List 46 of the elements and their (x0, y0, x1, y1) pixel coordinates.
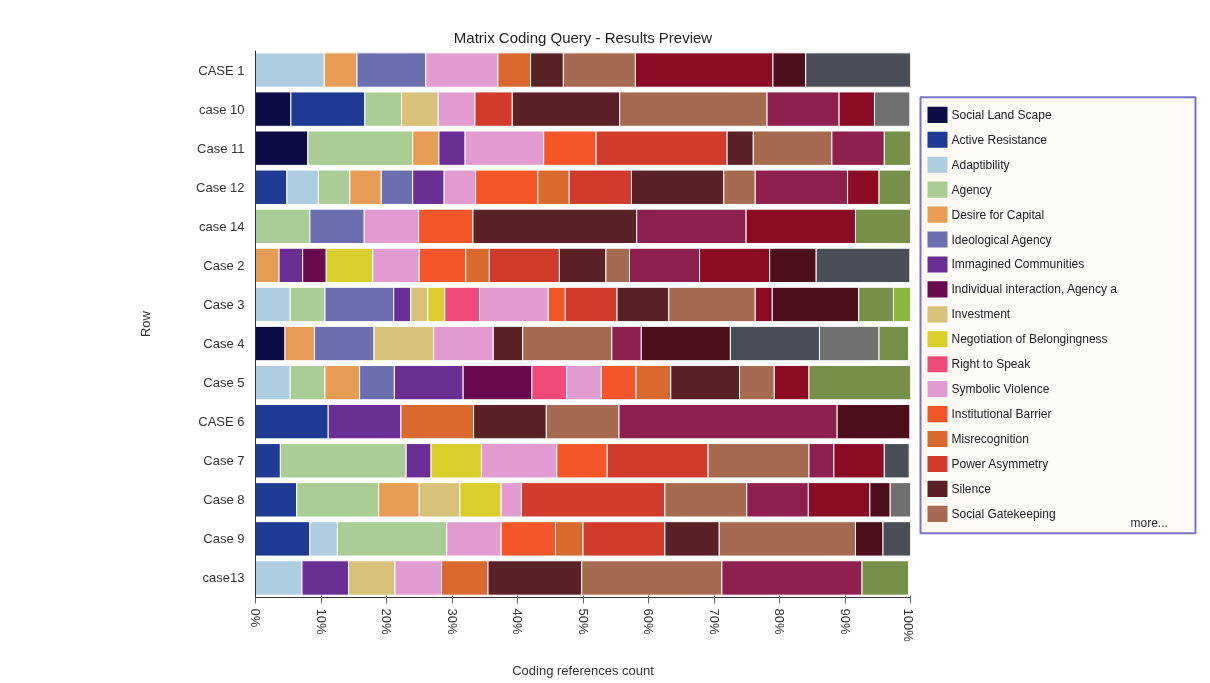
text: more... (1130, 515, 1168, 530)
legend-label: Right to Speak (951, 357, 1032, 372)
y-tick-label: Case 2 (203, 257, 245, 273)
legend-label: Symbolic Violence (951, 382, 1050, 397)
legend-label: Social Land Scape (951, 107, 1052, 122)
x-tick-label: 40% (510, 608, 525, 635)
x-axis-title: Coding references count (512, 662, 655, 678)
y-tick-label: Case 5 (203, 375, 245, 391)
legend-label: Social Gatekeeping (951, 506, 1056, 521)
legend-label: Investment (951, 307, 1011, 322)
legend-label: Negotiation of Belongingness (951, 332, 1108, 347)
y-tick-label: Case 8 (203, 492, 245, 508)
x-tick-label: 100% (900, 608, 916, 643)
legend-label: Agency (951, 182, 992, 197)
x-tick-label: 90% (837, 608, 853, 635)
x-tick-label: 70% (706, 608, 722, 635)
x-tick-label: 60% (641, 608, 656, 635)
y-tick-label: Case 11 (197, 140, 245, 156)
x-tick-label: 50% (575, 608, 591, 635)
y-tick-label: Case 7 (203, 453, 245, 469)
chart-title: Matrix Coding Query - Results Preview (453, 28, 713, 46)
y-tick-label: case 14 (198, 218, 245, 234)
x-tick-label: 20% (379, 608, 394, 635)
legend-label: Desire for Capital (951, 207, 1045, 222)
legend-label: Silence (951, 481, 992, 496)
y-tick-label: CASE 1 (198, 62, 245, 78)
y-axis-title: Row (138, 310, 154, 337)
legend-label: Power Asymmetry (951, 456, 1049, 471)
x-tick-label: 80% (772, 608, 787, 635)
legend-label: Individual interaction, Agency a (951, 282, 1118, 297)
y-tick-label: Case 12 (196, 179, 245, 195)
legend-label: Misrecognition (951, 432, 1029, 447)
legend-label: Adaptibility (951, 157, 1010, 172)
legend-label: Immagined Communities (951, 257, 1085, 272)
y-tick-label: case 10 (198, 101, 245, 117)
y-tick-label: CASE 6 (198, 414, 245, 430)
x-tick-label: 0% (248, 608, 263, 628)
y-tick-label: Case 3 (203, 296, 245, 312)
legend-label: Active Resistance (951, 132, 1048, 147)
y-tick-label: Case 9 (203, 531, 245, 547)
x-tick-label: 30% (444, 608, 460, 635)
y-tick-label: Case 4 (203, 336, 245, 352)
legend-label: Institutional Barrier (951, 407, 1052, 422)
legend-label: Ideological Agency (951, 232, 1052, 247)
x-tick-label: 10% (313, 608, 329, 635)
y-tick-label: case13 (202, 570, 245, 586)
